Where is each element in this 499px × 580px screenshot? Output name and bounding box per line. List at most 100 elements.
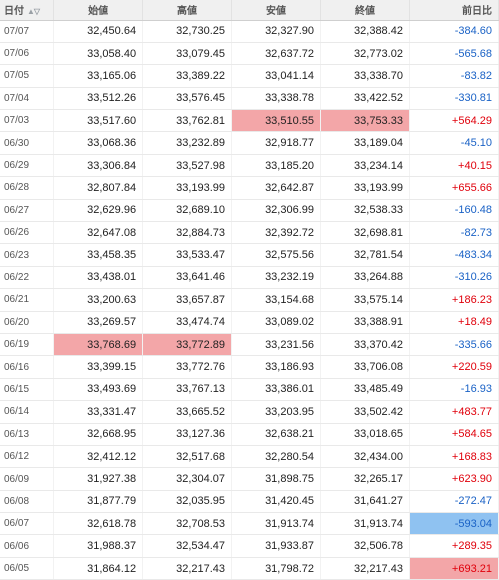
table-row: 06/16 33,399.15 33,772.76 33,186.93 33,706.0… — [0, 355, 499, 379]
cell-low: 33,203.95 — [231, 400, 321, 424]
table-row: 06/06 31,988.37 32,534.47 31,933.87 32,506.7… — [0, 534, 499, 558]
table-row: 06/12 32,412.12 32,517.68 32,280.54 32,434.0… — [0, 445, 499, 469]
cell-change: -593.04 — [409, 512, 499, 536]
cell-date: 06/14 — [0, 400, 55, 424]
cell-low: 32,638.21 — [231, 423, 321, 446]
cell-open: 33,458.35 — [53, 243, 144, 267]
cell-high: 33,641.46 — [142, 266, 233, 290]
cell-change: +693.21 — [409, 557, 499, 580]
cell-high: 33,389.22 — [142, 64, 233, 88]
column-header-date[interactable]: 日付 ▲▽ — [0, 0, 55, 21]
cell-close: 33,189.04 — [320, 131, 410, 155]
cell-open: 32,629.96 — [53, 199, 144, 223]
cell-change: -272.47 — [409, 490, 499, 514]
cell-close: 32,217.43 — [320, 557, 410, 580]
cell-low: 33,338.78 — [231, 87, 321, 111]
cell-date: 06/13 — [0, 423, 55, 446]
cell-date: 07/07 — [0, 20, 55, 43]
table-row: 07/04 33,512.26 33,576.45 33,338.78 33,422.5… — [0, 87, 499, 111]
cell-change: -335.66 — [409, 333, 499, 357]
cell-change: +564.29 — [409, 109, 499, 133]
cell-close: 33,502.42 — [320, 400, 410, 424]
column-header-label: 終値 — [354, 6, 375, 18]
cell-change: +289.35 — [409, 534, 499, 558]
cell-high: 32,534.47 — [142, 534, 233, 558]
table-row: 06/23 33,458.35 33,533.47 32,575.56 32,781.5… — [0, 243, 499, 267]
table-row: 06/13 32,668.95 33,127.36 32,638.21 33,018.6… — [0, 423, 499, 446]
cell-date: 06/07 — [0, 512, 55, 536]
cell-open: 32,412.12 — [53, 445, 144, 469]
cell-change: +220.59 — [409, 355, 499, 379]
cell-change: -45.10 — [409, 131, 499, 155]
cell-date: 06/29 — [0, 154, 55, 178]
cell-low: 32,918.77 — [231, 131, 321, 155]
cell-high: 33,127.36 — [142, 423, 233, 446]
table-row: 06/19 33,768.69 33,772.89 33,231.56 33,370.4… — [0, 333, 499, 357]
column-header-label: 高値 — [177, 6, 198, 18]
cell-change: -83.82 — [409, 64, 499, 88]
cell-close: 32,698.81 — [320, 221, 410, 245]
cell-high: 33,767.13 — [142, 378, 233, 402]
cell-high: 32,884.73 — [142, 221, 233, 245]
table-row: 06/08 31,877.79 32,035.95 31,420.45 31,641.2… — [0, 490, 499, 514]
cell-low: 33,510.55 — [231, 109, 321, 133]
table-row: 06/29 33,306.84 33,527.98 33,185.20 33,234.1… — [0, 154, 499, 178]
cell-change: -483.34 — [409, 243, 499, 267]
cell-close: 33,264.88 — [320, 266, 410, 290]
cell-low: 32,642.87 — [231, 176, 321, 200]
table-row: 06/15 33,493.69 33,767.13 33,386.01 33,485.4… — [0, 378, 499, 402]
cell-low: 32,280.54 — [231, 445, 321, 469]
column-header-close[interactable]: 終値 — [320, 0, 410, 21]
table-row: 07/05 33,165.06 33,389.22 33,041.14 33,338.7… — [0, 64, 499, 88]
column-header-open[interactable]: 始値 — [53, 0, 144, 21]
cell-close: 33,370.42 — [320, 333, 410, 357]
table-row: 06/22 33,438.01 33,641.46 33,232.19 33,264.8… — [0, 266, 499, 290]
table-header-row: 日付 ▲▽ 始値 高値 安値 終値 前日比 — [0, 0, 499, 21]
table-row: 06/14 33,331.47 33,665.52 33,203.95 33,502.4… — [0, 400, 499, 424]
cell-open: 32,618.78 — [53, 512, 144, 536]
cell-high: 32,304.07 — [142, 467, 233, 491]
cell-close: 33,706.08 — [320, 355, 410, 379]
cell-high: 32,730.25 — [142, 20, 233, 43]
cell-date: 07/06 — [0, 42, 55, 66]
cell-open: 33,331.47 — [53, 400, 144, 424]
cell-high: 33,193.99 — [142, 176, 233, 200]
cell-high: 33,527.98 — [142, 154, 233, 178]
cell-close: 32,388.42 — [320, 20, 410, 43]
cell-high: 33,533.47 — [142, 243, 233, 267]
cell-change: -16.93 — [409, 378, 499, 402]
cell-low: 33,231.56 — [231, 333, 321, 357]
cell-open: 33,068.36 — [53, 131, 144, 155]
column-header-change[interactable]: 前日比 — [409, 0, 499, 21]
cell-close: 31,913.74 — [320, 512, 410, 536]
cell-open: 33,165.06 — [53, 64, 144, 88]
cell-low: 33,154.68 — [231, 288, 321, 312]
cell-change: +18.49 — [409, 311, 499, 334]
table-row: 06/07 32,618.78 32,708.53 31,913.74 31,913.7… — [0, 512, 499, 536]
cell-open: 33,493.69 — [53, 378, 144, 402]
cell-date: 06/26 — [0, 221, 55, 245]
table-row: 06/21 33,200.63 33,657.87 33,154.68 33,575.1… — [0, 288, 499, 312]
cell-change: +40.15 — [409, 154, 499, 178]
column-header-label: 日付 — [4, 6, 24, 18]
cell-change: +483.77 — [409, 400, 499, 424]
table-row: 06/30 33,068.36 33,232.89 32,918.77 33,189.0… — [0, 131, 499, 155]
cell-date: 06/23 — [0, 243, 55, 267]
cell-change: -330.81 — [409, 87, 499, 111]
cell-high: 33,232.89 — [142, 131, 233, 155]
column-header-high[interactable]: 高値 — [142, 0, 233, 21]
cell-open: 33,438.01 — [53, 266, 144, 290]
sort-icon[interactable]: ▲▽ — [27, 7, 40, 17]
table-body: 07/07 32,450.64 32,730.25 32,327.90 32,388.4… — [0, 20, 499, 580]
cell-date: 06/28 — [0, 176, 55, 200]
table-row: 07/03 33,517.60 33,762.81 33,510.55 33,753.3… — [0, 109, 499, 133]
column-header-low[interactable]: 安値 — [231, 0, 321, 21]
cell-open: 33,058.40 — [53, 42, 144, 66]
cell-low: 32,637.72 — [231, 42, 321, 66]
cell-date: 06/16 — [0, 355, 55, 379]
cell-close: 33,193.99 — [320, 176, 410, 200]
cell-date: 06/27 — [0, 199, 55, 223]
cell-close: 32,506.78 — [320, 534, 410, 558]
cell-change: +584.65 — [409, 423, 499, 446]
cell-date: 06/21 — [0, 288, 55, 312]
